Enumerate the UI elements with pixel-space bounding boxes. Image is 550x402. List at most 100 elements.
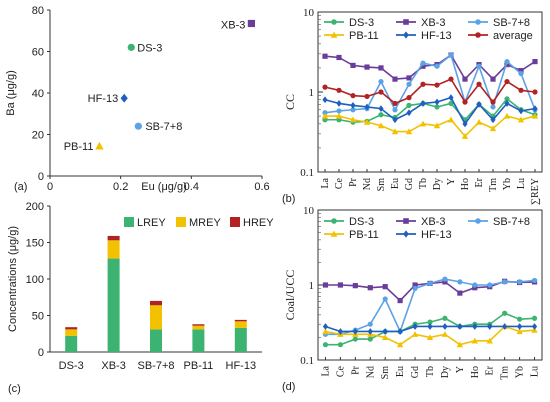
panel-b-point-xb-3 xyxy=(378,65,384,71)
panel-d-point-hf-13 xyxy=(412,323,418,330)
panel-b-point-pb-11 xyxy=(531,112,539,119)
panel-d-point-hf-13 xyxy=(442,323,448,330)
panel-d-point-ds-3 xyxy=(337,342,343,348)
panel-c-y-tick-label: 100 xyxy=(26,274,44,286)
panel-b-point-ds-3 xyxy=(378,112,384,118)
panel-c-x-tick-label: SB-7+8 xyxy=(138,360,175,372)
panel-b-point-hf-13 xyxy=(462,120,468,128)
panel-d-x-tick-label: Ho xyxy=(470,366,481,378)
panel-b-point-xb-3 xyxy=(518,68,524,74)
panel-d-point-ds-3 xyxy=(442,315,448,321)
panel-b-series-line-average xyxy=(324,78,536,105)
panel-b-x-tick-label: Tm xyxy=(488,178,499,192)
panel-b-point-sb-7-8 xyxy=(406,81,412,87)
panel-d-point-xb-3 xyxy=(367,285,373,291)
panel-d-legend-marker-ds-3 xyxy=(331,218,337,224)
panel-b-point-xb-3 xyxy=(364,64,370,70)
panel-b-point-pb-11 xyxy=(363,118,371,125)
panel-b-y-axis-title: CC xyxy=(283,94,297,110)
panel-c-legend-label-mrey: MREY xyxy=(189,217,221,229)
panel-b-x-tick-label: Ho xyxy=(460,178,471,190)
panel-d-point-pb-11 xyxy=(516,328,523,335)
panel-b-point-xb-3 xyxy=(504,62,510,68)
panel-d-point-hf-13 xyxy=(502,323,508,330)
panel-b-point-pb-11 xyxy=(377,122,385,129)
panel-b-point-pb-11 xyxy=(349,116,357,123)
panel-d-point-pb-11 xyxy=(471,337,478,344)
panel-d-point-hf-13 xyxy=(337,328,343,335)
panel-b-point-sb-7-8 xyxy=(350,107,356,113)
panel-b-point-sb-7-8 xyxy=(420,60,426,66)
panel-b-point-pb-11 xyxy=(433,122,441,129)
panel-b-point-pb-11 xyxy=(335,112,343,119)
panel-b-legend-marker-pb-11 xyxy=(330,31,338,38)
panel-d-x-tick-label: Dy xyxy=(440,366,451,378)
panel-b-point-pb-11 xyxy=(503,112,511,119)
panel-b-point-sb-7-8 xyxy=(490,104,496,110)
panel-b-x-tick-label: Ce xyxy=(334,177,345,189)
panel-d-point-hf-13 xyxy=(427,323,433,330)
panel-d-point-sb-7-8 xyxy=(442,276,448,282)
panel-d-x-tick-label: Tb xyxy=(425,366,436,377)
panel-b-point-hf-13 xyxy=(350,101,356,109)
panel-b-point-ds-3 xyxy=(504,96,510,102)
panel-d-point-hf-13 xyxy=(382,328,388,335)
panel-b-legend-marker-xb-3 xyxy=(403,19,409,25)
panel-d-point-xb-3 xyxy=(457,290,463,296)
panel-a-point-label-sb-7-8: SB-7+8 xyxy=(145,121,182,133)
panel-c-bar-mrey-xb-3 xyxy=(107,240,120,259)
panel-b-point-average xyxy=(532,89,538,95)
panel-b-legend-marker-average xyxy=(475,32,481,38)
panel-a-point-sb-7-8 xyxy=(134,122,142,130)
panel-c-x-tick-label: XB-3 xyxy=(101,360,125,372)
panel-b-x-tick-label: Lu xyxy=(516,178,527,189)
panel-d-point-hf-13 xyxy=(367,328,373,335)
panel-d-legend-label-ds-3: DS-3 xyxy=(349,216,374,228)
panel-b-point-xb-3 xyxy=(350,62,356,69)
panel-c-y-axis-title: Concentrations (μg/g) xyxy=(7,226,19,332)
panel-b-point-sb-7-8 xyxy=(448,52,454,58)
panel-b-point-ds-3 xyxy=(448,100,454,107)
panel-c-y-tick-label: 150 xyxy=(26,238,44,250)
panel-b-point-xb-3 xyxy=(392,76,398,82)
panel-b-point-xb-3 xyxy=(420,63,426,69)
panel-b-point-hf-13 xyxy=(504,100,510,107)
panel-b-point-average xyxy=(406,95,412,101)
panel-a-point-label-hf-13: HF-13 xyxy=(88,93,119,105)
panel-b-x-tick-label: ∑REY xyxy=(530,178,541,205)
panel-a-label: (a) xyxy=(14,181,27,193)
panel-b-point-average xyxy=(420,81,426,87)
panel-a-y-tick-label: 0 xyxy=(38,171,44,183)
panel-d-x-tick-label: La xyxy=(320,365,331,376)
panel-b-legend-label-sb-7-8: SB-7+8 xyxy=(493,17,530,29)
panel-c-bar-lrey-xb-3 xyxy=(107,258,120,352)
panel-b-legend-label-ds-3: DS-3 xyxy=(349,17,374,29)
panel-d-point-xb-3 xyxy=(382,284,388,290)
panel-b-x-tick-label: Eu xyxy=(390,178,401,189)
panel-b-point-average xyxy=(322,84,328,90)
panel-b-y-tick-label: 10 xyxy=(303,7,315,19)
panel-b-x-tick-label: Pr xyxy=(348,177,359,187)
panel-c-legend-label-lrey: LREY xyxy=(137,217,166,229)
panel-d-point-xb-3 xyxy=(442,279,448,285)
panel-b-x-tick-label: Yb xyxy=(502,178,513,190)
panel-c-bar-hrey-ds-3 xyxy=(65,327,78,330)
panel-b-x-tick-label: Sm xyxy=(376,178,387,192)
panel-b-point-average xyxy=(364,93,370,100)
panel-b-point-average xyxy=(448,76,454,82)
panel-d-x-tick-label: Y xyxy=(455,366,466,373)
panel-c-bar-hrey-pb-11 xyxy=(192,324,205,326)
panel-a-point-pb-11 xyxy=(95,141,104,150)
panel-b-point-pb-11 xyxy=(461,133,469,139)
panel-d-y-tick-label: 10 xyxy=(303,205,315,217)
panel-d-legend-label-xb-3: XB-3 xyxy=(421,216,445,228)
panel-b-legend-label-pb-11: PB-11 xyxy=(349,30,379,42)
panel-b-point-hf-13 xyxy=(392,116,398,124)
panel-b-y-tick-label: 1 xyxy=(309,87,315,99)
panel-c-label: (c) xyxy=(8,383,21,395)
panel-b-point-hf-13 xyxy=(420,100,426,107)
panel-b-point-pb-11 xyxy=(475,118,483,125)
panel-d-legend-marker-hf-13 xyxy=(403,230,409,238)
panel-d-point-ds-3 xyxy=(531,315,538,321)
panel-b-x-tick-label: Er xyxy=(474,177,485,187)
